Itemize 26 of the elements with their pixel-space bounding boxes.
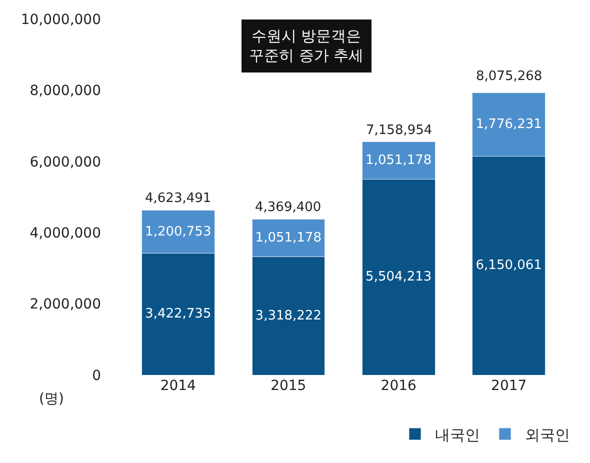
y-tick-label: 0 xyxy=(92,368,101,384)
annotation: 4,623,491 xyxy=(145,191,212,206)
data-label: 3,318,222 xyxy=(255,308,322,324)
data-label: 1,776,231 xyxy=(476,116,542,132)
data-label: 5,504,213 xyxy=(366,270,432,285)
x-tick-label: 2014 xyxy=(160,378,196,394)
legend-label: 외국인 xyxy=(525,426,570,444)
x-tick-label: 2016 xyxy=(380,378,417,394)
y-tick-label: 2,000,000 xyxy=(30,296,101,313)
data-label: 3,422,735 xyxy=(145,306,212,322)
annotation: 4,369,400 xyxy=(255,200,322,215)
data-label: 1,051,178 xyxy=(366,152,432,168)
data-label: 1,200,753 xyxy=(145,224,212,240)
y-tick-label: 10,000,000 xyxy=(20,12,101,28)
y-tick-label: 6,000,000 xyxy=(30,154,101,170)
y-tick-label: 8,000,000 xyxy=(30,83,101,100)
x-tick-label: 2017 xyxy=(491,378,527,394)
data-label: 1,051,178 xyxy=(255,230,322,246)
x-tick-label: 2015 xyxy=(270,378,306,394)
legend-label: 내국인 xyxy=(435,426,480,444)
annotation: 8,075,268 xyxy=(476,69,542,84)
annotation: 7,158,954 xyxy=(366,123,432,138)
annotation: 수원시 방문객은 꾸준히 증가 추세 xyxy=(249,27,364,64)
y-axis-title: (명) xyxy=(39,391,64,407)
data-label: 6,150,061 xyxy=(476,258,542,274)
y-tick-label: 4,000,000 xyxy=(30,226,101,242)
